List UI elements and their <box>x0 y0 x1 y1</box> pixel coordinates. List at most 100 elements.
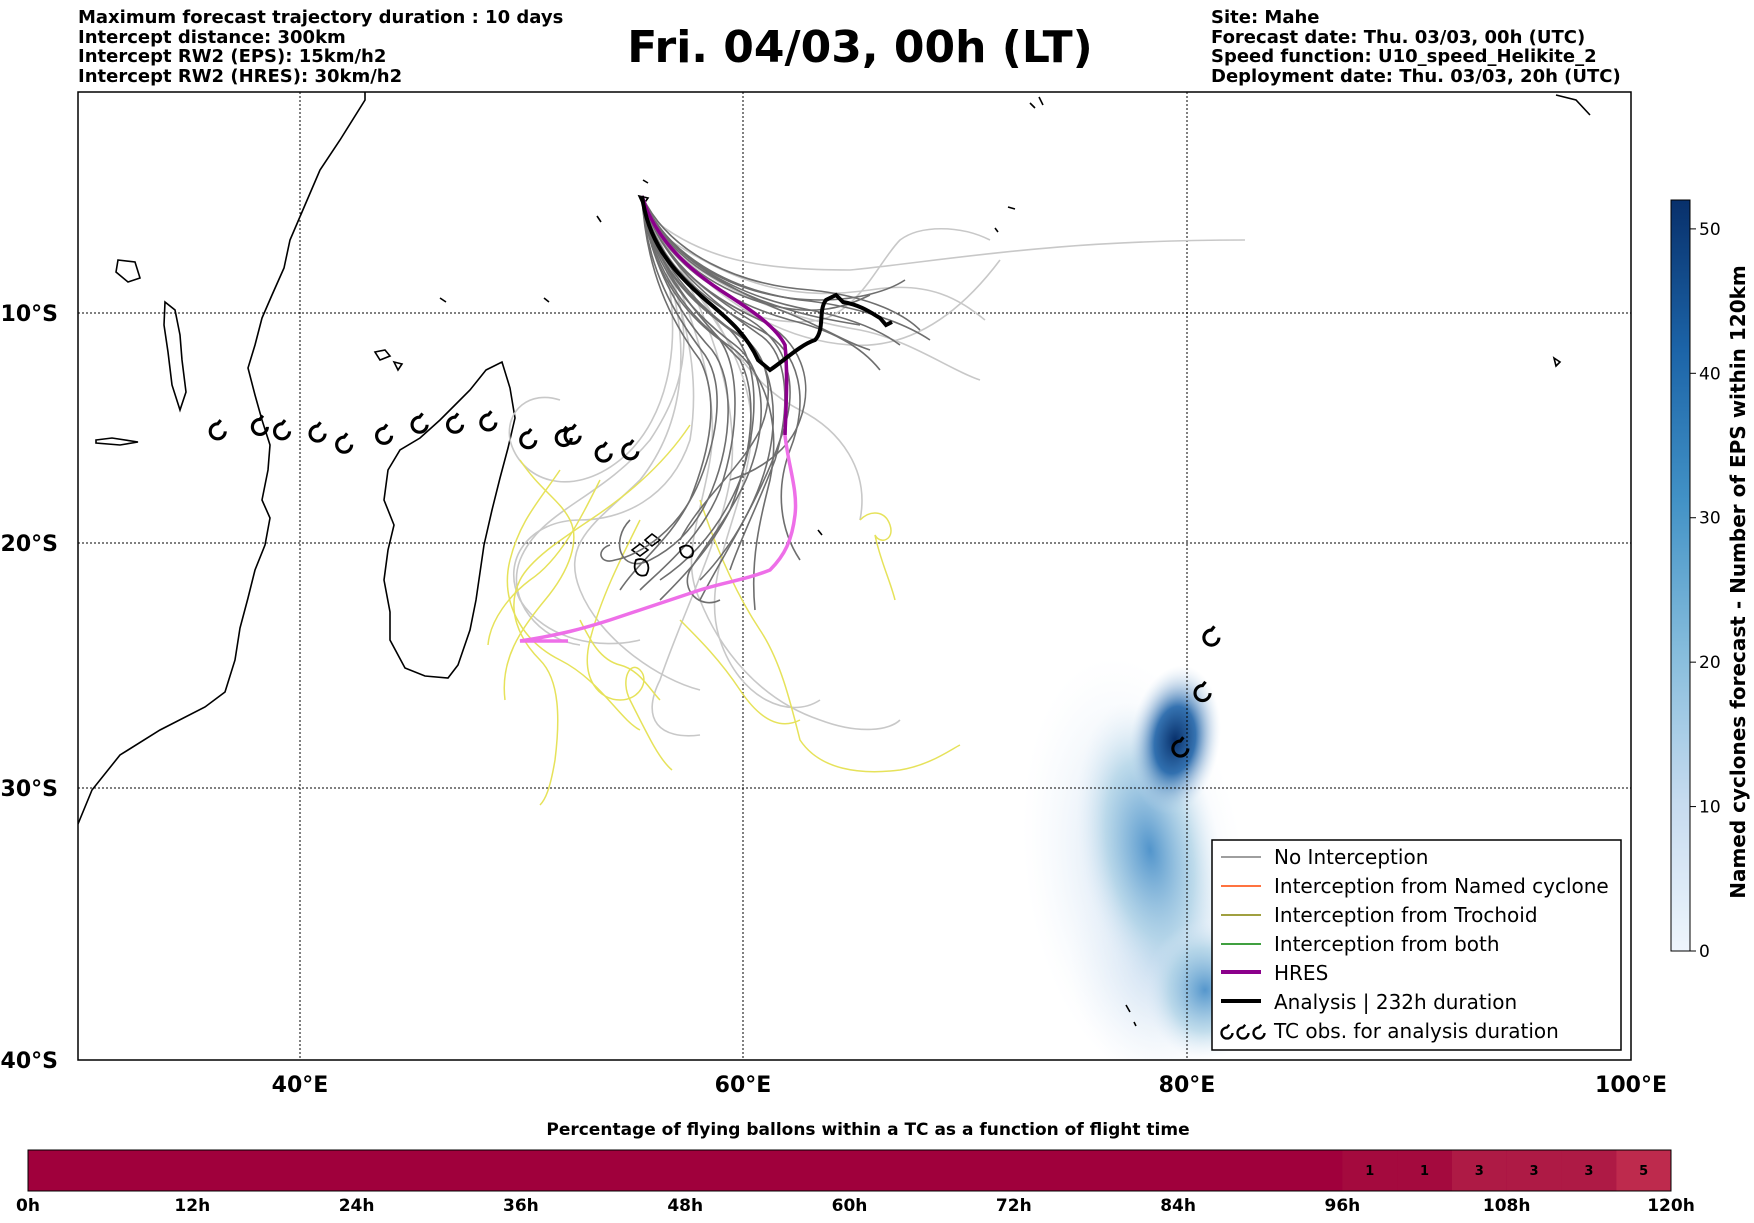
timeline-tick-label: 60h <box>832 1196 868 1216</box>
legend-box <box>1211 839 1622 1051</box>
tropical-cyclone-icon <box>375 423 394 445</box>
colorbar-title: Named cyclones forecast - Number of EPS … <box>1726 265 1750 899</box>
timeline-cell-label: 5 <box>1639 1164 1648 1179</box>
timeline-ticks: 0h 12h 24h 36h 48h 60h 72h 84h 96h 108h 120h <box>16 1196 1695 1216</box>
header-right-line: Forecast date: Thu. 03/03, 00h (UTC) <box>1211 26 1586 48</box>
madagascar-coastline <box>383 360 516 679</box>
colorbar-gradient <box>1670 199 1691 952</box>
tropical-cyclone-icon <box>335 432 354 454</box>
timeline-cell <box>1616 1150 1671 1191</box>
tropical-cyclone-icon <box>1236 1024 1250 1040</box>
colorbar-tick-label: 40 <box>1699 364 1721 384</box>
tropical-cyclone-icon <box>621 439 640 461</box>
lat-axis: 10°S 20°S 30°S 40°S <box>1 302 58 1074</box>
timeline-cell <box>1397 1150 1452 1191</box>
comoros <box>373 349 404 372</box>
timeline-cell-label: 1 <box>1365 1164 1374 1179</box>
tropical-cyclone-icon <box>1220 1024 1234 1040</box>
lat-tick-label: 10°S <box>1 302 58 327</box>
timeline-cell-label: 1 <box>1420 1164 1429 1179</box>
header-left-line: Intercept RW2 (HRES): 30km/h2 <box>78 65 403 87</box>
legend-label: Interception from Trochoid <box>1274 903 1538 927</box>
coastlines <box>78 92 1591 1027</box>
timeline-tick-label: 24h <box>339 1196 375 1216</box>
legend-label: TC obs. for analysis duration <box>1273 1019 1559 1043</box>
header-info-left: Maximum forecast trajectory duration : 1… <box>78 8 563 86</box>
colorbar: 0 10 20 30 40 50 Named cyclones forecast - Nu… <box>1670 199 1750 962</box>
small-islands <box>439 94 1591 1027</box>
timeline-cell-label: 3 <box>1530 1164 1539 1179</box>
lat-tick-label: 40°S <box>1 1049 58 1074</box>
legend-label: Interception from both <box>1274 932 1500 956</box>
header-left-line: Intercept distance: 300km <box>78 26 346 48</box>
tropical-cyclone-icon <box>410 412 429 434</box>
timeline-frame <box>27 1149 1672 1192</box>
header-left-line: Maximum forecast trajectory duration : 1… <box>78 7 564 28</box>
hres-trajectory-early <box>640 195 789 436</box>
timeline-cell <box>1561 1150 1617 1191</box>
legend: No Interception Interception from Named … <box>1211 839 1622 1051</box>
tropical-cyclone-icon <box>273 419 292 441</box>
africa-coastline <box>78 92 366 825</box>
header-right-line: Site: Mahe <box>1211 7 1320 28</box>
timeline-cell <box>1451 1150 1507 1191</box>
header-right-line: Speed function: U10_speed_Helikite_2 <box>1211 46 1597 67</box>
tc-obs-legend-icon <box>1220 1024 1266 1040</box>
page-title: Fri. 04/03, 00h (LT) <box>627 22 1093 73</box>
timeline-tick-label: 48h <box>667 1196 703 1216</box>
tropical-cyclone-icon <box>250 414 269 436</box>
timeline: Percentage of flying ballons within a TC… <box>16 1120 1695 1216</box>
analysis-trajectory <box>640 195 893 373</box>
lon-tick-label: 100°E <box>1595 1073 1667 1098</box>
colorbar-tick-label: 30 <box>1699 509 1721 529</box>
lake-victoria <box>115 259 141 283</box>
map-frame <box>77 91 1632 1061</box>
tc-observations <box>208 410 1221 758</box>
timeline-tick-label: 72h <box>996 1196 1032 1216</box>
colorbar-tick-label: 50 <box>1699 220 1721 240</box>
legend-label: HRES <box>1274 961 1328 985</box>
tropical-cyclone-icon <box>594 441 613 463</box>
timeline-tick-label: 84h <box>1160 1196 1196 1216</box>
timeline-title: Percentage of flying ballons within a TC… <box>546 1120 1189 1140</box>
lon-tick-label: 40°E <box>272 1073 329 1098</box>
timeline-cells: 1 1 3 3 3 5 <box>1342 1150 1671 1191</box>
tropical-cyclone-icon <box>1252 1024 1266 1040</box>
timeline-cell <box>1506 1150 1562 1191</box>
header-right-line: Deployment date: Thu. 03/03, 20h (UTC) <box>1211 65 1621 87</box>
lake-malawi <box>95 437 139 446</box>
timeline-tick-label: 0h <box>16 1196 40 1216</box>
lake-tanganyika <box>163 300 187 413</box>
lat-tick-label: 30°S <box>1 777 58 802</box>
timeline-tick-label: 96h <box>1325 1196 1361 1216</box>
lat-tick-label: 20°S <box>1 532 58 557</box>
tropical-cyclone-icon <box>208 419 227 441</box>
timeline-cell-label: 3 <box>1584 1164 1593 1179</box>
legend-label: Analysis | 232h duration <box>1274 990 1517 1014</box>
tropical-cyclone-icon <box>1171 736 1190 758</box>
timeline-tick-label: 12h <box>174 1196 210 1216</box>
lon-tick-label: 60°E <box>715 1073 772 1098</box>
tropical-cyclone-icon <box>563 423 582 445</box>
tropical-cyclone-icon <box>519 427 538 450</box>
tropical-cyclone-icon <box>1202 625 1221 647</box>
legend-label: Interception from Named cyclone <box>1274 874 1609 898</box>
tropical-cyclone-icon <box>308 421 327 443</box>
analysis-loops <box>633 544 694 577</box>
gridlines <box>78 92 1631 1060</box>
timeline-tick-label: 36h <box>503 1196 539 1216</box>
map-area <box>77 91 1632 1061</box>
colorbar-tick-label: 0 <box>1699 942 1710 962</box>
timeline-tick-label: 120h <box>1647 1196 1695 1216</box>
yellow-trajectories <box>487 424 961 806</box>
colorbar-ticks: 0 10 20 30 40 50 <box>1690 220 1721 962</box>
tropical-cyclone-icon <box>1193 680 1212 703</box>
lon-axis: 40°E 60°E 80°E 100°E <box>272 1073 1667 1098</box>
colorbar-tick-label: 20 <box>1699 653 1721 673</box>
lon-tick-label: 80°E <box>1159 1073 1216 1098</box>
legend-label: No Interception <box>1274 845 1428 869</box>
header-info-right: Site: Mahe Forecast date: Thu. 03/03, 00… <box>1211 8 1621 86</box>
tropical-cyclone-icon <box>479 410 498 432</box>
timeline-tick-label: 108h <box>1483 1196 1531 1216</box>
